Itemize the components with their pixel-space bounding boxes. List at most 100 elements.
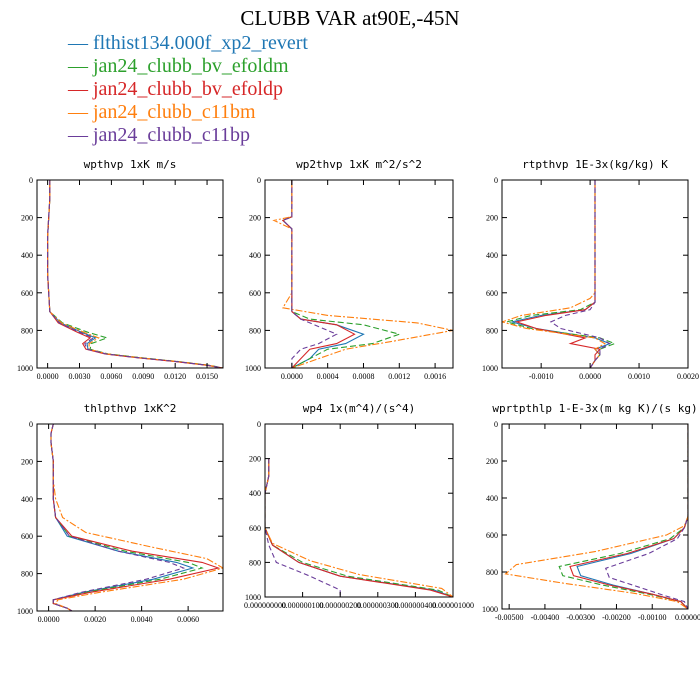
y-tick-label: 1000: [482, 364, 498, 373]
series-line: [265, 458, 453, 597]
y-tick-label: 200: [486, 214, 498, 223]
y-tick-label: 0: [29, 420, 33, 429]
series-line: [50, 424, 186, 611]
series-line: [265, 458, 453, 597]
panel: rtpthvp 1E-3x(kg/kg) K 0 200 400 600 800 1000 -…: [482, 158, 699, 381]
legend-item: — jan24_clubb_c11bp: [68, 124, 251, 146]
series-line: [604, 424, 688, 609]
plot-frame: [264, 423, 454, 598]
x-tick-label: 0.0000: [38, 615, 60, 624]
y-tick-label: 200: [21, 214, 33, 223]
y-tick-label: 600: [249, 289, 261, 298]
panel: wpthvp 1xK m/s 0 200 400 600 800 1000 0.0000 0.0…: [17, 158, 224, 381]
series-line: [281, 180, 356, 368]
x-tick-label: 0.0016: [424, 372, 446, 381]
x-tick-label: 0.0030: [69, 372, 91, 381]
y-tick-label: 600: [21, 289, 33, 298]
series-line: [281, 180, 365, 368]
y-tick-label: 1000: [17, 364, 33, 373]
series-line: [47, 180, 223, 368]
plot-frame: [264, 179, 454, 369]
series-line: [281, 180, 338, 368]
series-line: [47, 180, 223, 368]
panel: wp2thvp 1xK m^2/s^2 0 200 400 600 800 1000 0.00…: [245, 158, 454, 381]
y-tick-label: 800: [21, 326, 33, 335]
legend: — flthist134.000f_xp2_revert — jan24_clu…: [68, 32, 308, 147]
plot-frame: [36, 423, 224, 612]
x-tick-label: 0.00000: [675, 613, 700, 622]
series-line: [47, 180, 223, 368]
series-line: [50, 424, 223, 611]
x-tick-label: 0.0020: [677, 372, 699, 381]
page-title: CLUBB VAR at90E,-45N: [240, 6, 460, 30]
y-tick-label: 0: [494, 176, 498, 185]
x-tick-label: 0.0020: [84, 615, 106, 624]
x-tick-label: 0.0040: [131, 615, 153, 624]
panel-title: thlpthvp 1xK^2: [84, 402, 177, 415]
series-line: [50, 424, 204, 611]
x-tick-label: 0.0008: [352, 372, 374, 381]
panel-title: wpthvp 1xK m/s: [84, 158, 177, 171]
x-tick-label: -0.00300: [566, 613, 595, 622]
x-tick-label: 0.0060: [100, 372, 122, 381]
panel-title: wp4 1x(m^4)/(s^4): [303, 402, 416, 415]
y-tick-label: 200: [249, 455, 261, 464]
y-tick-label: 800: [486, 326, 498, 335]
y-tick-label: 200: [21, 457, 33, 466]
x-tick-label: 0.0150: [196, 372, 218, 381]
x-tick-label: 0.0120: [164, 372, 186, 381]
y-tick-label: 400: [21, 495, 33, 504]
y-tick-label: 0: [257, 420, 261, 429]
x-tick-label: -0.00200: [602, 613, 631, 622]
x-tick-label: 0.0010: [628, 372, 650, 381]
x-tick-label: -0.00400: [531, 613, 560, 622]
x-tick-label: -0.00100: [638, 613, 667, 622]
y-tick-label: 600: [21, 532, 33, 541]
y-tick-label: 800: [249, 558, 261, 567]
series-line: [281, 180, 402, 368]
series-line: [265, 458, 341, 597]
plot-frame: [36, 179, 224, 369]
series-line: [47, 180, 223, 368]
y-tick-label: 200: [486, 457, 498, 466]
x-tick-label: 0.000000000: [244, 601, 286, 610]
series-line: [272, 180, 453, 368]
x-tick-label: 0.0060: [177, 615, 199, 624]
y-tick-label: 800: [249, 326, 261, 335]
x-tick-label: 0.0004: [317, 372, 339, 381]
y-tick-label: 1000: [17, 607, 33, 616]
y-tick-label: 400: [486, 251, 498, 260]
series-line: [47, 180, 223, 368]
series-line: [265, 458, 453, 597]
x-tick-label: 0.0000: [579, 372, 601, 381]
y-tick-label: 400: [21, 251, 33, 260]
y-tick-label: 400: [486, 494, 498, 503]
panel-title: rtpthvp 1E-3x(kg/kg) K: [522, 158, 668, 171]
x-tick-label: -0.00500: [495, 613, 524, 622]
legend-item: — jan24_clubb_bv_efoldp: [68, 78, 283, 100]
y-tick-label: 1000: [482, 605, 498, 614]
plot-frame: [501, 179, 689, 369]
panel: wprtpthlp 1-E-3x(m kg K)/(s kg) 0 200 400 60…: [482, 402, 700, 622]
y-tick-label: 0: [257, 176, 261, 185]
y-tick-label: 400: [249, 251, 261, 260]
legend-item: — jan24_clubb_c11bm: [68, 101, 256, 123]
legend-item: — jan24_clubb_bv_efoldm: [68, 55, 289, 77]
legend-item: — flthist134.000f_xp2_revert: [68, 32, 308, 54]
x-tick-label: 0.000001000: [432, 601, 474, 610]
x-tick-label: -0.0010: [529, 372, 554, 381]
panel: thlpthvp 1xK^2 0 200 400 600 800 1000 0.0000 0.0…: [17, 402, 224, 624]
y-tick-label: 600: [486, 531, 498, 540]
y-tick-label: 600: [249, 524, 261, 533]
y-tick-label: 1000: [245, 364, 261, 373]
y-tick-label: 800: [486, 568, 498, 577]
x-tick-label: 0.000000200: [319, 601, 361, 610]
y-tick-label: 600: [486, 289, 498, 298]
series-line: [50, 424, 195, 611]
x-tick-label: 0.0012: [388, 372, 410, 381]
panel-title: wprtpthlp 1-E-3x(m kg K)/(s kg): [492, 402, 697, 415]
x-tick-label: 0.0000: [281, 372, 303, 381]
x-tick-label: 0.000000100: [282, 601, 324, 610]
y-tick-label: 0: [29, 176, 33, 185]
